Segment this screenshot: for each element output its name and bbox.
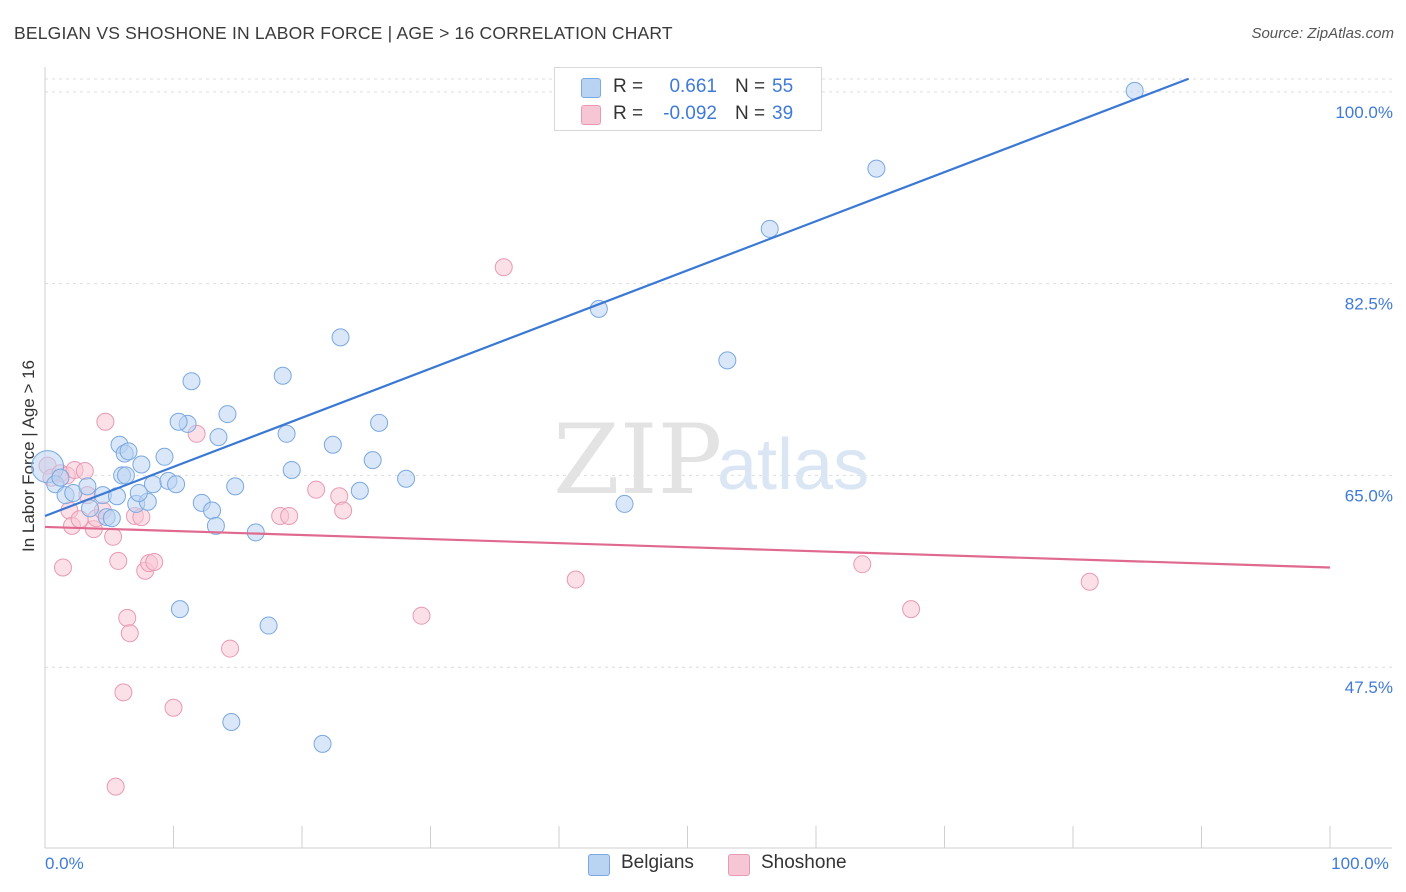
legend-row-shoshone: R = -0.092 N = 39 [555,101,821,127]
belgians-point [615,494,634,513]
belgians-points [31,81,1144,753]
x-tick-label: 0.0% [45,854,84,873]
belgians-point [222,712,241,731]
shoshone-point [109,551,128,570]
belgians-point [102,509,121,528]
shoshone-point [114,683,133,702]
shoshone-legend-swatch [728,854,750,876]
source-label: Source: ZipAtlas.com [1251,25,1394,42]
y-tick-label: 47.5% [1345,678,1393,697]
shoshone-trend-line [44,525,1331,569]
belgians-point [589,299,608,318]
shoshone-point [334,501,353,520]
belgians-point [273,366,292,385]
belgians-point [331,328,350,347]
belgians-point [259,616,278,635]
watermark-atlas: atlas [717,425,869,505]
x-tick-label: 100.0% [1331,854,1389,873]
shoshone-point [120,624,139,643]
shoshone-point [221,639,240,658]
legend-r-label: R = [613,103,644,124]
shoshone-point [96,412,115,431]
x-tick-labels: 0.0% 100.0% [45,854,1389,873]
legend-n-label: N = [735,103,766,124]
belgians-point [867,159,886,178]
correlation-legend: R = 0.661 N = 55 R = -0.092 N = 39 [554,67,822,131]
y-tick-label: 65.0% [1345,486,1393,505]
shoshone-point [75,462,94,481]
watermark-zip: ZIP [553,404,722,516]
grid-lines [45,78,1392,668]
belgians-point [370,413,389,432]
belgians-legend-swatch [588,854,610,876]
y-tick-label: 82.5% [1345,295,1393,314]
shoshone-swatch [581,105,601,125]
belgians-point [167,475,186,494]
belgians-point [169,412,188,431]
belgians-point [170,600,189,619]
belgians-point [119,442,138,461]
belgians-point [350,481,369,500]
belgians-point [51,468,70,487]
legend-r-label: R = [613,76,644,97]
belgians-point [132,455,151,474]
shoshone-point [53,558,72,577]
legend-n-value: 55 [772,76,794,97]
belgians-point [226,477,245,496]
shoshone-point [853,555,872,574]
belgians-point [277,424,296,443]
belgians-point [282,460,301,479]
belgians-point [363,451,382,470]
legend-label-shoshone: Shoshone [761,852,847,873]
shoshone-point [494,258,513,277]
belgians-swatch [581,78,601,98]
belgians-point [323,435,342,454]
belgians-point [116,466,135,485]
belgians-point [129,483,148,502]
belgians-point [397,469,416,488]
shoshone-point [104,527,123,546]
belgians-point [209,428,228,447]
belgians-point [313,734,332,753]
legend-label-belgians: Belgians [621,852,694,873]
legend-n-label: N = [735,76,766,97]
shoshone-points [38,258,1099,796]
legend-n-value: 39 [772,103,794,124]
legend-r-value: 0.661 [669,76,717,97]
shoshone-point [118,608,137,627]
watermark: ZIP atlas [553,404,869,516]
shoshone-point [280,506,299,525]
belgians-point [80,499,99,518]
belgians-point [155,447,174,466]
shoshone-point [902,600,921,619]
y-axis-label: In Labor Force | Age > 16 [19,360,38,552]
shoshone-point [106,777,125,796]
shoshone-point [566,570,585,589]
belgians-point [206,516,225,535]
shoshone-point [145,553,164,572]
belgians-point [218,405,237,424]
shoshone-point [164,698,183,717]
chart-title: BELGIAN VS SHOSHONE IN LABOR FORCE | AGE… [14,23,673,43]
y-tick-label: 100.0% [1335,103,1393,122]
belgians-point [78,477,97,496]
belgians-point [182,372,201,391]
belgians-point [760,219,779,238]
legend-r-value: -0.092 [663,103,717,124]
shoshone-point [1080,572,1099,591]
belgians-trend-line [44,77,1190,518]
trend-lines [44,77,1331,569]
shoshone-point [307,480,326,499]
belgians-point [203,501,222,520]
y-tick-labels: 100.0% 82.5% 65.0% 47.5% [1335,103,1393,697]
belgians-point [718,351,737,370]
shoshone-point [412,606,431,625]
legend-row-belgians: R = 0.661 N = 55 [555,74,821,100]
